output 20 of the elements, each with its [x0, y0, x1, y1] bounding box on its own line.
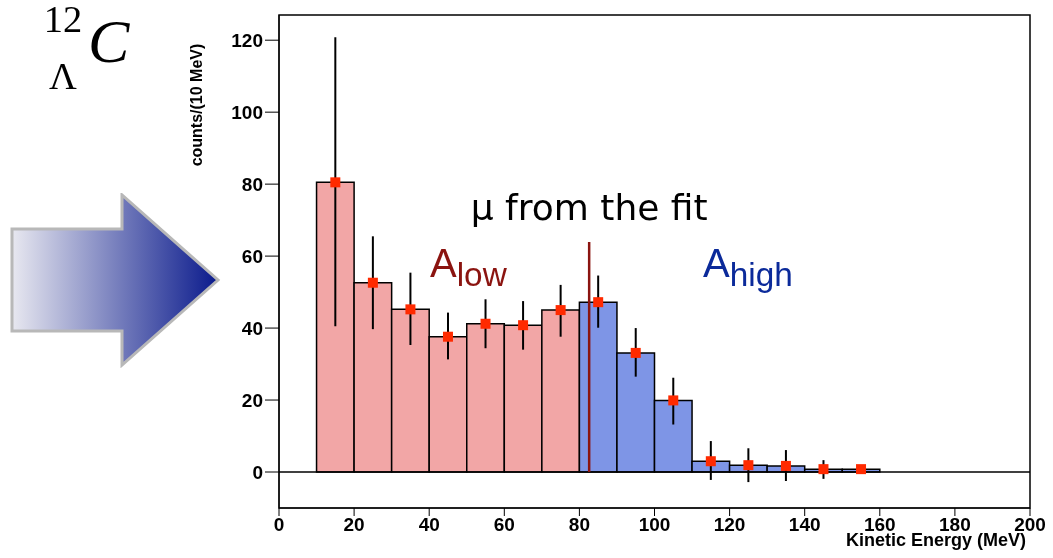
y-tick-label: 60 — [241, 245, 263, 267]
x-tick-label: 100 — [638, 514, 671, 536]
y-tick-label: 0 — [252, 461, 263, 483]
x-tick-label: 80 — [568, 514, 590, 536]
y-tick-label: 40 — [241, 317, 263, 339]
x-tick-label: 140 — [788, 514, 821, 536]
y-tick-label: 80 — [241, 173, 263, 195]
ref-line-label: μ from the fit — [469, 187, 709, 228]
annotation: A$_{high}$ — [703, 241, 793, 293]
x-tick-label: 40 — [418, 514, 440, 536]
x-tick-label: 180 — [939, 514, 971, 536]
y-tick-label: 120 — [231, 29, 263, 51]
x-tick-label: 20 — [343, 514, 365, 536]
annotation: A$_{low}$ — [430, 241, 507, 293]
y-tick-label: 20 — [241, 389, 263, 411]
x-tick-label: 60 — [493, 514, 515, 536]
y-tick-label: 100 — [231, 101, 263, 123]
x-tick-label: 120 — [713, 514, 746, 536]
x-tick-label: 0 — [273, 514, 285, 536]
y-axis-title: counts/(10 MeV) — [188, 43, 206, 167]
